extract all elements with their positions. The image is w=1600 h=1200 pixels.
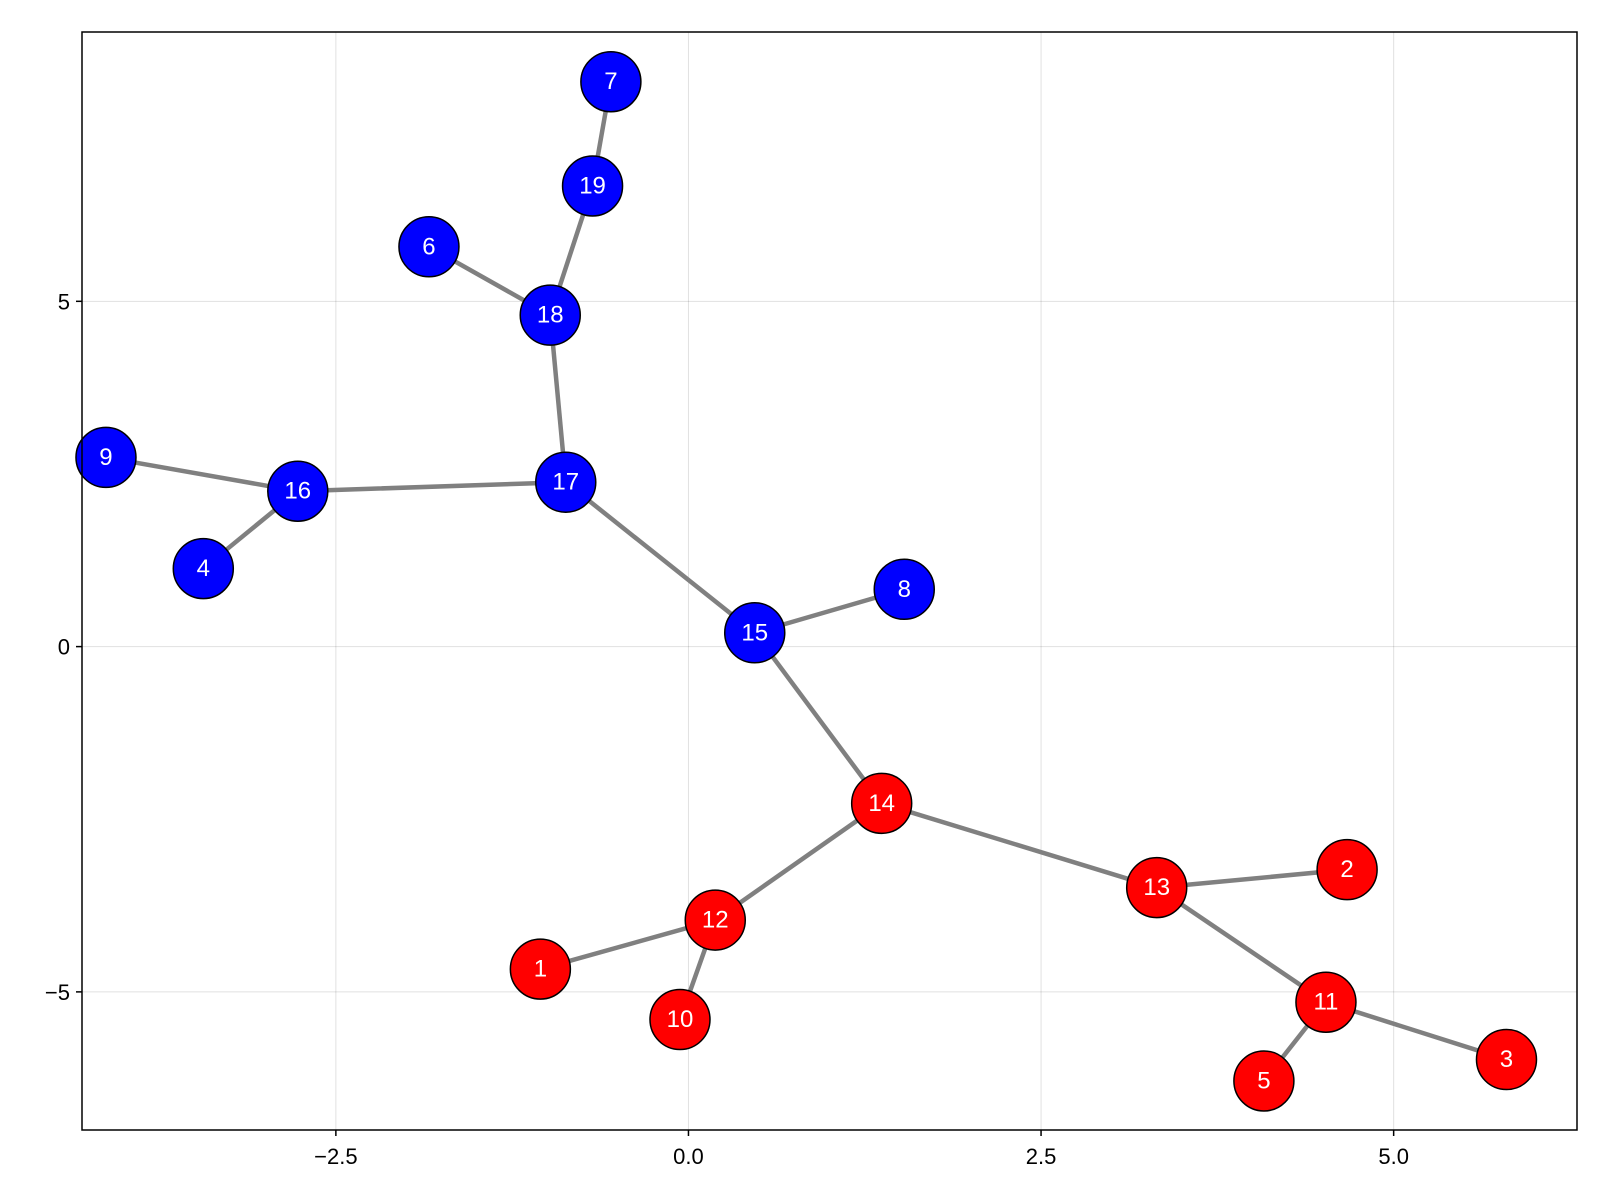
edge-17-15: [563, 479, 757, 636]
node-label: 2: [1340, 856, 1353, 883]
node-label: 13: [1143, 874, 1170, 901]
node-1: 1: [509, 938, 572, 1000]
node-circle: [267, 460, 329, 522]
node-10: 10: [649, 988, 711, 1051]
node-circle: [398, 216, 460, 278]
node-label: 18: [537, 302, 564, 329]
node-label: 11: [1313, 989, 1338, 1016]
node-circle: [561, 155, 624, 217]
x-tick-label: 0.0: [673, 1144, 704, 1169]
node-3: 3: [1475, 1028, 1538, 1091]
y-tick-label: −5: [45, 980, 70, 1005]
y-tick-label: 5: [58, 289, 70, 314]
node-16: 16: [267, 460, 329, 522]
edge-13-2: [1154, 867, 1350, 890]
node-label: 7: [604, 68, 617, 95]
node-label: 3: [1500, 1046, 1513, 1073]
edge-11-3: [1323, 999, 1509, 1062]
y-tick-label: 0: [58, 635, 70, 660]
node-label: 17: [552, 469, 579, 496]
grid-lines: [82, 32, 1577, 1130]
node-4: 4: [172, 537, 235, 600]
edge-14-13: [879, 801, 1159, 890]
node-12: 12: [684, 889, 747, 951]
node-label: 16: [284, 478, 311, 505]
node-label: 10: [667, 1006, 694, 1033]
node-circle: [850, 772, 913, 835]
edges: [103, 79, 1509, 1084]
node-circle: [509, 938, 572, 1000]
node-9: 9: [75, 426, 137, 489]
node-13: 13: [1125, 856, 1188, 919]
node-circle: [873, 558, 935, 621]
node-5: 5: [1233, 1050, 1295, 1112]
node-11: 11: [1295, 971, 1357, 1033]
node-17: 17: [535, 451, 597, 513]
node-label: 6: [422, 233, 435, 260]
node-circle: [172, 537, 235, 600]
node-label: 19: [579, 172, 606, 199]
node-circle: [684, 889, 747, 951]
axis-ticks: −2.5 0.0 2.5 5.0 5 0 −5: [45, 289, 1409, 1169]
node-label: 15: [741, 619, 768, 646]
edge-15-14: [752, 630, 884, 806]
node-circle: [1125, 856, 1188, 919]
node-6: 6: [398, 216, 460, 278]
node-label: 1: [534, 956, 547, 983]
node-19: 19: [561, 155, 624, 217]
plot-frame: [81, 31, 1578, 1131]
node-circle: [1233, 1050, 1295, 1112]
node-label: 8: [898, 576, 911, 603]
x-tick-label: −2.5: [314, 1144, 357, 1169]
node-circle: [1475, 1028, 1538, 1091]
node-circle: [519, 284, 581, 346]
node-label: 5: [1257, 1067, 1270, 1094]
x-tick-label: 5.0: [1378, 1144, 1409, 1169]
node-circle: [1295, 971, 1357, 1033]
x-tick-label: 2.5: [1026, 1144, 1057, 1169]
node-circle: [535, 451, 597, 513]
node-label: 9: [99, 444, 112, 471]
node-circle: [1316, 838, 1378, 901]
node-14: 14: [850, 772, 913, 835]
node-8: 8: [873, 558, 935, 621]
node-circle: [649, 988, 711, 1051]
node-label: 12: [702, 907, 729, 934]
node-7: 7: [580, 50, 642, 113]
node-2: 2: [1316, 838, 1378, 901]
node-circle: [580, 50, 642, 113]
node-18: 18: [519, 284, 581, 346]
edge-16-17: [295, 479, 569, 494]
edge-13-11: [1154, 885, 1329, 1005]
node-circle: [724, 602, 786, 664]
node-label: 4: [197, 555, 210, 582]
edge-14-12: [713, 801, 884, 923]
node-15: 15: [724, 602, 786, 664]
node-circle: [75, 426, 137, 489]
edge-9-16: [103, 455, 301, 494]
node-label: 14: [868, 790, 895, 817]
